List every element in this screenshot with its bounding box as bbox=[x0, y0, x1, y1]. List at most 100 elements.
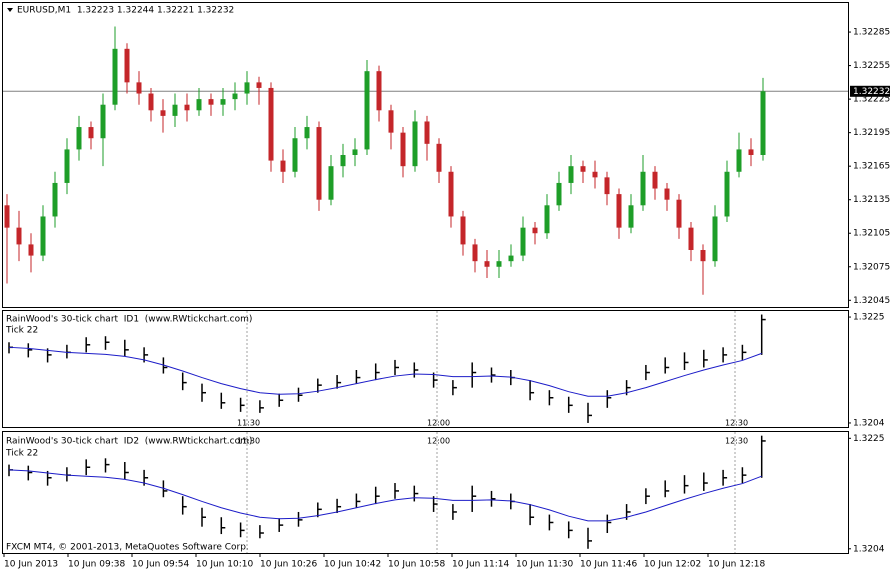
candle-body bbox=[148, 93, 154, 111]
candle-body bbox=[292, 138, 298, 172]
candle-body bbox=[4, 205, 10, 228]
y-tick-label: 1.3204 bbox=[853, 544, 885, 554]
copyright: FXCM MT4, © 2001-2013, MetaQuotes Softwa… bbox=[6, 543, 249, 553]
candle-body bbox=[424, 121, 430, 144]
candle-body bbox=[328, 166, 334, 200]
y-tick-label: 1.3204 bbox=[853, 418, 885, 428]
x-tick-label: 10 Jun 11:30 bbox=[516, 560, 573, 570]
candle-body bbox=[16, 227, 22, 245]
y-tick-label: 1.32165 bbox=[853, 162, 890, 172]
x-tick-label: 10 Jun 10:10 bbox=[196, 560, 253, 570]
candle-body bbox=[652, 171, 658, 189]
indicator-panel-2 bbox=[2, 431, 849, 554]
candle-body bbox=[484, 261, 490, 267]
candle-body bbox=[40, 216, 46, 256]
candle-body bbox=[676, 199, 682, 228]
candle-body bbox=[568, 166, 574, 183]
x-tick-label: 10 Jun 11:14 bbox=[452, 560, 509, 570]
candle-body bbox=[556, 182, 562, 206]
candle-body bbox=[364, 71, 370, 150]
y-tick-label: 1.3225 bbox=[853, 434, 885, 444]
time-marker-label: 12:30 bbox=[725, 437, 748, 446]
candle-body bbox=[400, 132, 406, 167]
main-panel bbox=[2, 2, 849, 308]
indicator-subtitle: Tick 22 bbox=[5, 326, 38, 336]
x-tick-label: 10 Jun 10:42 bbox=[324, 560, 381, 570]
candle-body bbox=[532, 227, 538, 234]
candle-body bbox=[340, 155, 346, 167]
candle-body bbox=[244, 82, 250, 94]
candle-body bbox=[460, 216, 466, 245]
moving-average bbox=[8, 346, 762, 397]
x-tick-label: 10 Jun 2013 bbox=[4, 560, 58, 570]
candle-body bbox=[316, 127, 322, 200]
y-tick-label: 1.32255 bbox=[853, 61, 890, 71]
candle-body bbox=[76, 127, 82, 150]
time-marker-label: 11:30 bbox=[237, 437, 260, 446]
candle-body bbox=[100, 104, 106, 139]
y-tick-label: 1.32225 bbox=[853, 95, 890, 105]
time-marker-label: 12:30 bbox=[725, 419, 748, 428]
indicator-panel-1 bbox=[2, 310, 849, 428]
candle-body bbox=[388, 110, 394, 133]
candle-body bbox=[760, 91, 766, 155]
candle-body bbox=[496, 261, 502, 267]
x-tick-label: 10 Jun 09:54 bbox=[132, 560, 189, 570]
candle-body bbox=[28, 244, 34, 256]
time-marker-label: 11:30 bbox=[237, 419, 260, 428]
candle-body bbox=[748, 149, 754, 155]
candle-body bbox=[268, 87, 274, 161]
candle-body bbox=[544, 205, 550, 234]
candle-body bbox=[124, 48, 130, 83]
candle-body bbox=[436, 143, 442, 172]
candle-body bbox=[700, 250, 706, 262]
candle-body bbox=[520, 227, 526, 256]
y-tick-label: 1.32105 bbox=[853, 229, 890, 239]
y-tick-label: 1.3225 bbox=[853, 313, 885, 323]
candle-body bbox=[220, 99, 226, 105]
candle-body bbox=[664, 188, 670, 200]
y-tick-label: 1.32195 bbox=[853, 128, 890, 138]
candle-body bbox=[688, 227, 694, 250]
candle-body bbox=[160, 110, 166, 116]
y-tick-label: 1.32285 bbox=[853, 28, 890, 38]
indicator-subtitle: Tick 22 bbox=[5, 449, 38, 459]
moving-average bbox=[8, 469, 762, 522]
collapse-icon[interactable] bbox=[7, 8, 13, 12]
current-price-label: 1.32232 bbox=[853, 87, 890, 97]
candle-body bbox=[592, 171, 598, 178]
candle-body bbox=[352, 149, 358, 155]
candle-body bbox=[604, 177, 610, 195]
candle-body bbox=[196, 99, 202, 111]
y-tick-label: 1.32045 bbox=[853, 296, 890, 306]
candle-body bbox=[628, 205, 634, 228]
x-tick-label: 10 Jun 12:02 bbox=[644, 560, 701, 570]
candle-body bbox=[736, 149, 742, 172]
candle-body bbox=[112, 48, 118, 105]
indicator-title: RainWood's 30-tick chart ID2 (www.RWtick… bbox=[6, 437, 252, 447]
candle-body bbox=[472, 244, 478, 262]
candle-body bbox=[640, 171, 646, 206]
candle-body bbox=[616, 194, 622, 228]
symbol-title: EURUSD,M1 1.32223 1.32244 1.32221 1.3223… bbox=[17, 6, 234, 16]
x-tick-label: 10 Jun 11:46 bbox=[580, 560, 637, 570]
candle-body bbox=[580, 166, 586, 172]
x-tick-label: 10 Jun 10:26 bbox=[260, 560, 317, 570]
x-tick-label: 10 Jun 09:38 bbox=[68, 560, 125, 570]
candle-body bbox=[232, 93, 238, 100]
candle-body bbox=[508, 255, 514, 262]
candle-body bbox=[256, 82, 262, 88]
candle-body bbox=[172, 104, 178, 116]
candle-body bbox=[724, 171, 730, 217]
candle-body bbox=[52, 182, 58, 217]
candle-body bbox=[712, 216, 718, 262]
current-price-box bbox=[850, 85, 890, 97]
candle-body bbox=[64, 149, 70, 183]
candle-body bbox=[184, 104, 190, 111]
x-tick-label: 10 Jun 10:58 bbox=[388, 560, 445, 570]
time-marker-label: 12:00 bbox=[427, 437, 450, 446]
candle-body bbox=[136, 82, 142, 94]
candle-body bbox=[376, 71, 382, 111]
